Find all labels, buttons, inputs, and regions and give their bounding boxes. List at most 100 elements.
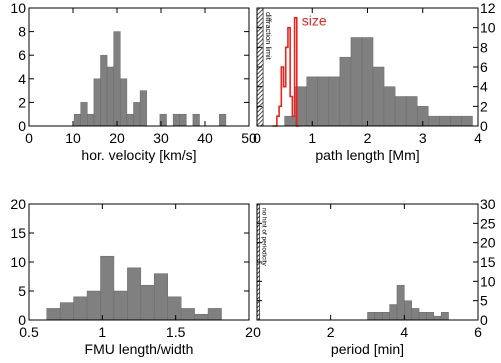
y-tick-label-top-right-0: 0 (480, 118, 488, 134)
bar-bottom-left-10 (180, 308, 195, 321)
bar-top-right-13 (428, 115, 440, 127)
x-tick-label-bottom-right-1: 2 (327, 324, 335, 340)
bar-top-left-3 (93, 78, 101, 127)
bar-top-right-15 (450, 115, 462, 127)
y-tick-label-bottom-left-1: 5 (18, 283, 26, 299)
bar-top-right-4 (328, 76, 341, 127)
bar-bottom-right-3 (389, 304, 398, 321)
bar-top-right-9 (383, 86, 396, 127)
diffraction-limit-label: diffraction limit (264, 12, 273, 61)
bar-top-left-16 (179, 113, 187, 127)
bar-bottom-left-11 (194, 313, 209, 321)
x-tick-label-bottom-left-3: 2 (245, 324, 253, 340)
y-tick-label-bottom-left-0: 0 (18, 312, 26, 328)
x-tick-label-top-left-2: 20 (109, 130, 125, 146)
bar-top-left-15 (172, 113, 180, 127)
y-tick-label-bottom-right-2: 10 (480, 273, 496, 289)
y-tick-label-top-right-4: 8 (480, 39, 488, 55)
x-axis-label-bottom-right: period [min] (331, 341, 404, 357)
bar-top-left-22 (219, 113, 227, 127)
x-tick-label-bottom-right-3: 6 (474, 324, 482, 340)
bar-top-left-18 (192, 113, 200, 127)
x-tick-label-bottom-right-2: 4 (400, 324, 408, 340)
y-tick-label-top-left-0: 0 (18, 118, 26, 134)
y-tick-label-bottom-right-5: 25 (480, 215, 496, 231)
bar-top-right-0 (284, 115, 296, 127)
frame-bottom-right (256, 203, 479, 321)
y-tick-label-top-right-6: 12 (480, 0, 496, 16)
bar-bottom-right-1 (374, 312, 383, 321)
bar-bottom-right-6 (411, 308, 420, 321)
bar-bottom-right-9 (433, 315, 442, 321)
y-tick-label-bottom-left-3: 15 (10, 225, 26, 241)
bar-top-right-8 (372, 66, 385, 127)
bar-bottom-right-5 (404, 300, 412, 321)
x-tick-label-top-right-1: 1 (308, 130, 316, 146)
frame-top-left (28, 7, 250, 127)
x-tick-label-top-left-0: 0 (25, 130, 33, 146)
size-overlay-label: size (302, 13, 327, 29)
bar-bottom-left-8 (154, 273, 168, 321)
y-tick-label-top-right-5: 10 (480, 20, 496, 36)
panel-top-left: 0 10 20 30 40 50 0 2 4 6 8 10 hor. velocity [km/s] (10, 0, 257, 163)
bar-top-right-6 (350, 37, 363, 127)
y-tick-label-bottom-right-1: 5 (480, 293, 488, 309)
bar-bottom-right-10 (440, 312, 449, 321)
bar-top-left-7 (120, 78, 128, 127)
x-tick-label-top-left-5: 50 (241, 130, 257, 146)
bars-bottom-right (367, 284, 449, 321)
bar-top-left-2 (87, 113, 95, 127)
periodicity-label: no hint of periodicity (261, 208, 268, 267)
bar-top-left-9 (133, 102, 141, 127)
bar-bottom-right-2 (381, 312, 390, 321)
x-tick-label-top-right-0: 0 (253, 130, 261, 146)
bar-bottom-left-3 (86, 290, 101, 321)
bar-bottom-right-8 (426, 312, 435, 321)
bar-bottom-right-4 (396, 284, 405, 321)
x-tick-label-bottom-left-2: 1.5 (166, 324, 186, 340)
frame-bottom-left (28, 203, 250, 321)
y-tick-label-bottom-right-6: 30 (480, 196, 496, 212)
x-axis-label-top-right: path length [Mm] (315, 147, 419, 163)
bar-top-left-0 (73, 113, 81, 127)
bar-bottom-right-7 (418, 312, 427, 321)
bar-bottom-left-9 (167, 296, 182, 321)
bar-bottom-left-12 (207, 308, 222, 321)
bar-bottom-right-0 (367, 312, 376, 321)
y-tick-label-top-left-1: 2 (18, 94, 26, 110)
bar-top-left-6 (113, 31, 121, 127)
bars-top-right (284, 37, 473, 127)
bar-top-right-2 (306, 76, 319, 127)
y-tick-label-bottom-right-4: 20 (480, 235, 496, 251)
y-tick-label-top-left-3: 6 (18, 47, 26, 63)
x-axis-label-bottom-left: FMU length/width (85, 341, 194, 357)
y-tick-label-top-right-2: 4 (480, 79, 488, 95)
x-axis-label-top-left: hor. velocity [km/s] (81, 147, 196, 163)
bar-top-right-11 (405, 96, 418, 127)
bar-top-right-16 (461, 115, 473, 127)
bar-bottom-left-7 (140, 284, 155, 321)
x-tick-label-top-left-3: 30 (153, 130, 169, 146)
x-tick-label-top-left-1: 10 (65, 130, 81, 146)
x-tick-label-top-right-3: 3 (419, 130, 427, 146)
x-tick-label-bottom-left-0: 0.5 (19, 324, 39, 340)
bar-bottom-left-2 (73, 296, 88, 321)
x-tick-label-bottom-left-1: 1 (98, 324, 106, 340)
bar-top-right-7 (361, 37, 374, 127)
bar-bottom-left-4 (100, 255, 115, 321)
y-tick-label-top-left-4: 8 (18, 24, 26, 40)
x-tick-label-bottom-right-0: 0 (253, 324, 261, 340)
x-tick-label-top-right-4: 4 (474, 130, 482, 146)
panel-bottom-right: no hint of periodicity 0 2 4 6051015202530 … (253, 196, 496, 357)
y-tick-label-top-left-2: 4 (18, 71, 26, 87)
y-tick-label-bottom-right-0: 0 (480, 312, 488, 328)
x-tick-label-top-right-2: 2 (364, 130, 372, 146)
bar-top-left-1 (80, 102, 88, 127)
bars-top-left (73, 31, 227, 127)
